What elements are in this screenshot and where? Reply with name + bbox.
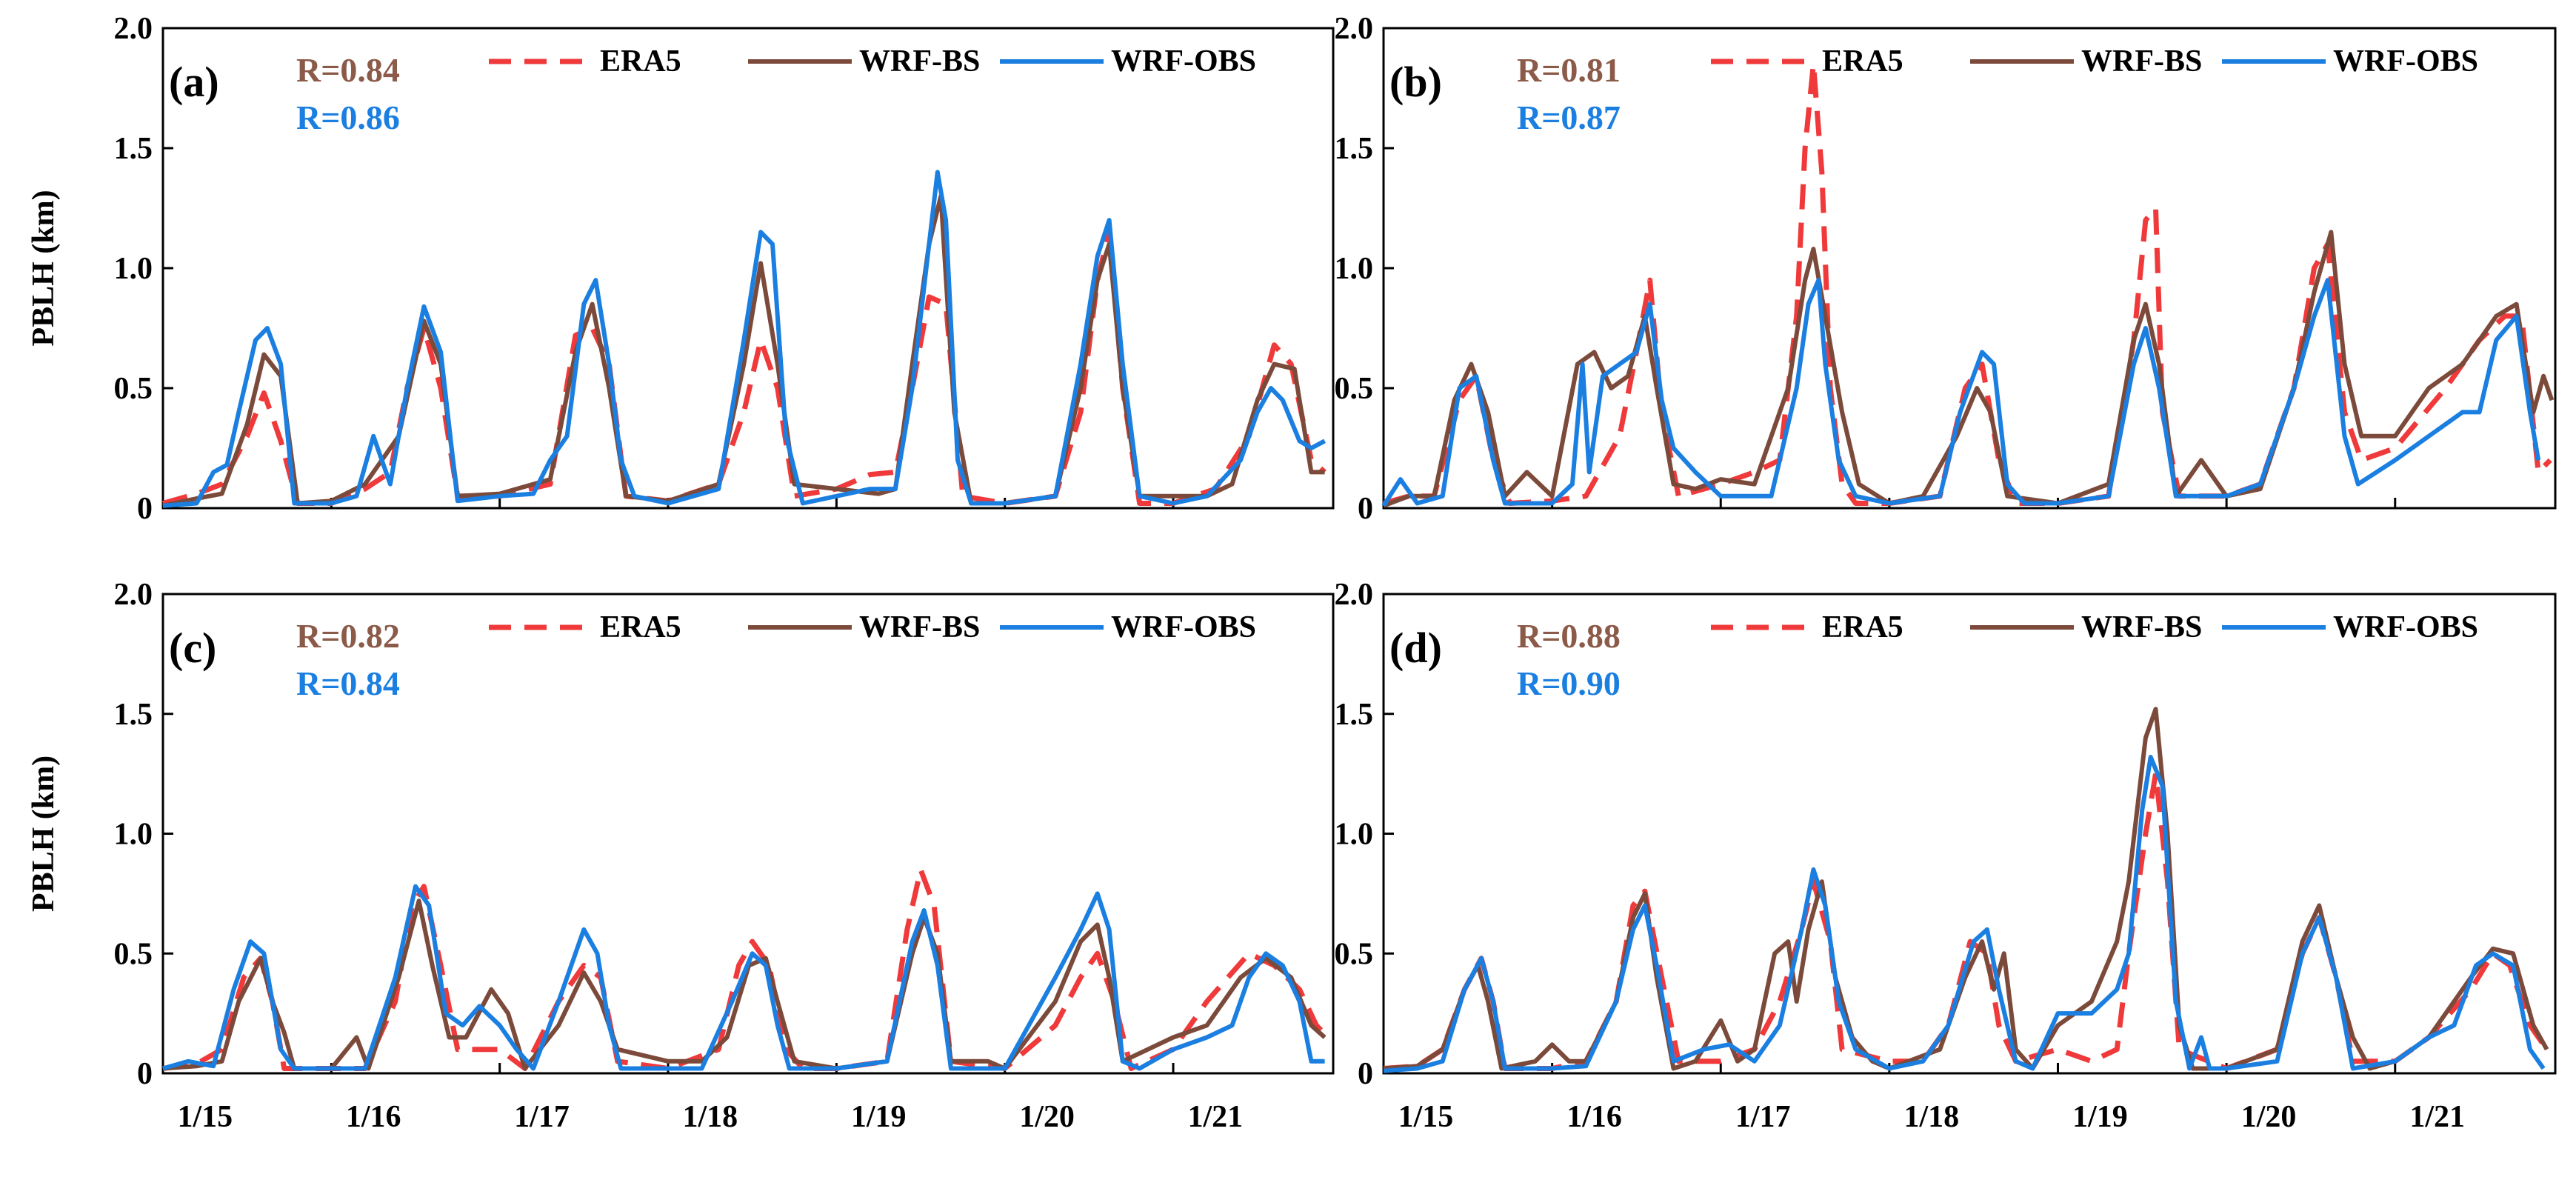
legend-label-wrf-obs: WRF-OBS (1111, 610, 1256, 644)
y-tick-label: 1.0 (1335, 818, 1374, 852)
y-tick-label: 1.5 (1335, 132, 1374, 166)
legend-label-wrf-bs: WRF-BS (2081, 44, 2202, 79)
legend-label-wrf-obs: WRF-OBS (2333, 44, 2478, 79)
legend-label-wrf-bs: WRF-BS (859, 44, 980, 79)
series-line-wrf-bs (162, 898, 1327, 1071)
panel-c: 0 0.5 1.0 1.5 2.0 1/15 1/16 1/17 1/18 1/19 1/20 1/2… (27, 578, 1335, 1134)
y-axis-title: PBLH (km) (27, 190, 61, 346)
legend-label-wrf-obs: WRF-OBS (2333, 610, 2478, 644)
r-annotation: R=0.86 (296, 99, 400, 136)
y-tick-label: 0.5 (114, 372, 153, 406)
legend-label-era5: ERA5 (1822, 44, 1903, 79)
y-tick-label: 0.5 (1335, 372, 1374, 406)
series-line-wrf-obs (1383, 755, 2546, 1073)
legend-label-wrf-obs: WRF-OBS (1111, 44, 1256, 79)
legend-label-era5: ERA5 (600, 44, 681, 79)
x-tick-label: 1/15 (177, 1100, 233, 1134)
x-tick-label: 1/18 (683, 1100, 738, 1134)
series-line-wrf-bs (1382, 230, 2555, 508)
panel-label: (a) (169, 58, 219, 106)
series-line-wrf-obs (1381, 278, 2541, 507)
r-annotation: R=0.82 (296, 617, 400, 655)
x-tick-label: 1/17 (514, 1100, 570, 1134)
r-annotation: R=0.84 (296, 664, 400, 702)
x-tick-label: 1/21 (2409, 1100, 2465, 1134)
y-tick-label: 0 (1358, 1057, 1373, 1091)
y-tick-label: 2.0 (1335, 12, 1374, 46)
y-tick-label: 1.5 (114, 698, 153, 732)
y-tick-label: 0.5 (1335, 937, 1374, 971)
y-tick-label: 2.0 (1335, 578, 1374, 612)
y-tick-label: 2.0 (114, 12, 153, 46)
panel-label: (b) (1389, 58, 1442, 106)
panel-label: (d) (1389, 624, 1442, 672)
x-tick-label: 1/19 (2072, 1100, 2128, 1134)
x-tick-label: 1/18 (1903, 1100, 1959, 1134)
x-tick-label: 1/16 (346, 1100, 401, 1134)
panel-a: 0 0.5 1.0 1.5 2.0 PBLH (km) (a) R=0.84 R=0.86 ERA… (27, 12, 1335, 526)
legend-label-wrf-bs: WRF-BS (2081, 610, 2202, 644)
legend-label-era5: ERA5 (600, 610, 681, 644)
x-tick-label: 1/20 (1019, 1100, 1075, 1134)
r-annotation: R=0.84 (296, 51, 400, 89)
y-tick-label: 1.5 (114, 132, 153, 166)
panel-label: (c) (169, 624, 216, 672)
series-line-wrf-obs (162, 884, 1325, 1071)
x-tick-label: 1/17 (1735, 1100, 1791, 1134)
y-tick-label: 1.0 (114, 252, 153, 286)
panel-d: 0 0.5 1.0 1.5 2.0 1/15 1/16 1/17 1/18 1/19 1/20 1/2… (1335, 578, 2557, 1134)
legend-label-wrf-bs: WRF-BS (859, 610, 980, 644)
x-tick-label: 1/20 (2241, 1100, 2297, 1134)
y-tick-label: 1.0 (114, 818, 153, 852)
x-tick-label: 1/15 (1398, 1100, 1454, 1134)
legend-label-era5: ERA5 (1822, 610, 1903, 644)
series-line-wrf-obs (162, 170, 1327, 508)
r-annotation: R=0.88 (1517, 617, 1621, 655)
y-tick-label: 2.0 (114, 578, 153, 612)
y-tick-label: 1.0 (1335, 252, 1374, 286)
y-tick-label: 0 (137, 492, 153, 526)
x-tick-label: 1/16 (1566, 1100, 1622, 1134)
r-annotation: R=0.90 (1517, 664, 1621, 702)
y-axis-title: PBLH (km) (27, 756, 61, 912)
y-tick-label: 0 (137, 1057, 153, 1091)
y-tick-label: 0.5 (114, 937, 153, 971)
r-annotation: R=0.81 (1517, 51, 1621, 89)
y-tick-label: 1.5 (1335, 698, 1374, 732)
series-line-era5 (162, 867, 1330, 1071)
x-tick-label: 1/19 (851, 1100, 907, 1134)
panel-b: 0 0.5 1.0 1.5 2.0 (b) R=0.81 R=0.87 ERA5 WRF-BS WR… (1335, 12, 2557, 526)
x-tick-label: 1/21 (1188, 1100, 1244, 1134)
y-tick-label: 0 (1358, 492, 1373, 526)
r-annotation: R=0.87 (1517, 99, 1621, 136)
